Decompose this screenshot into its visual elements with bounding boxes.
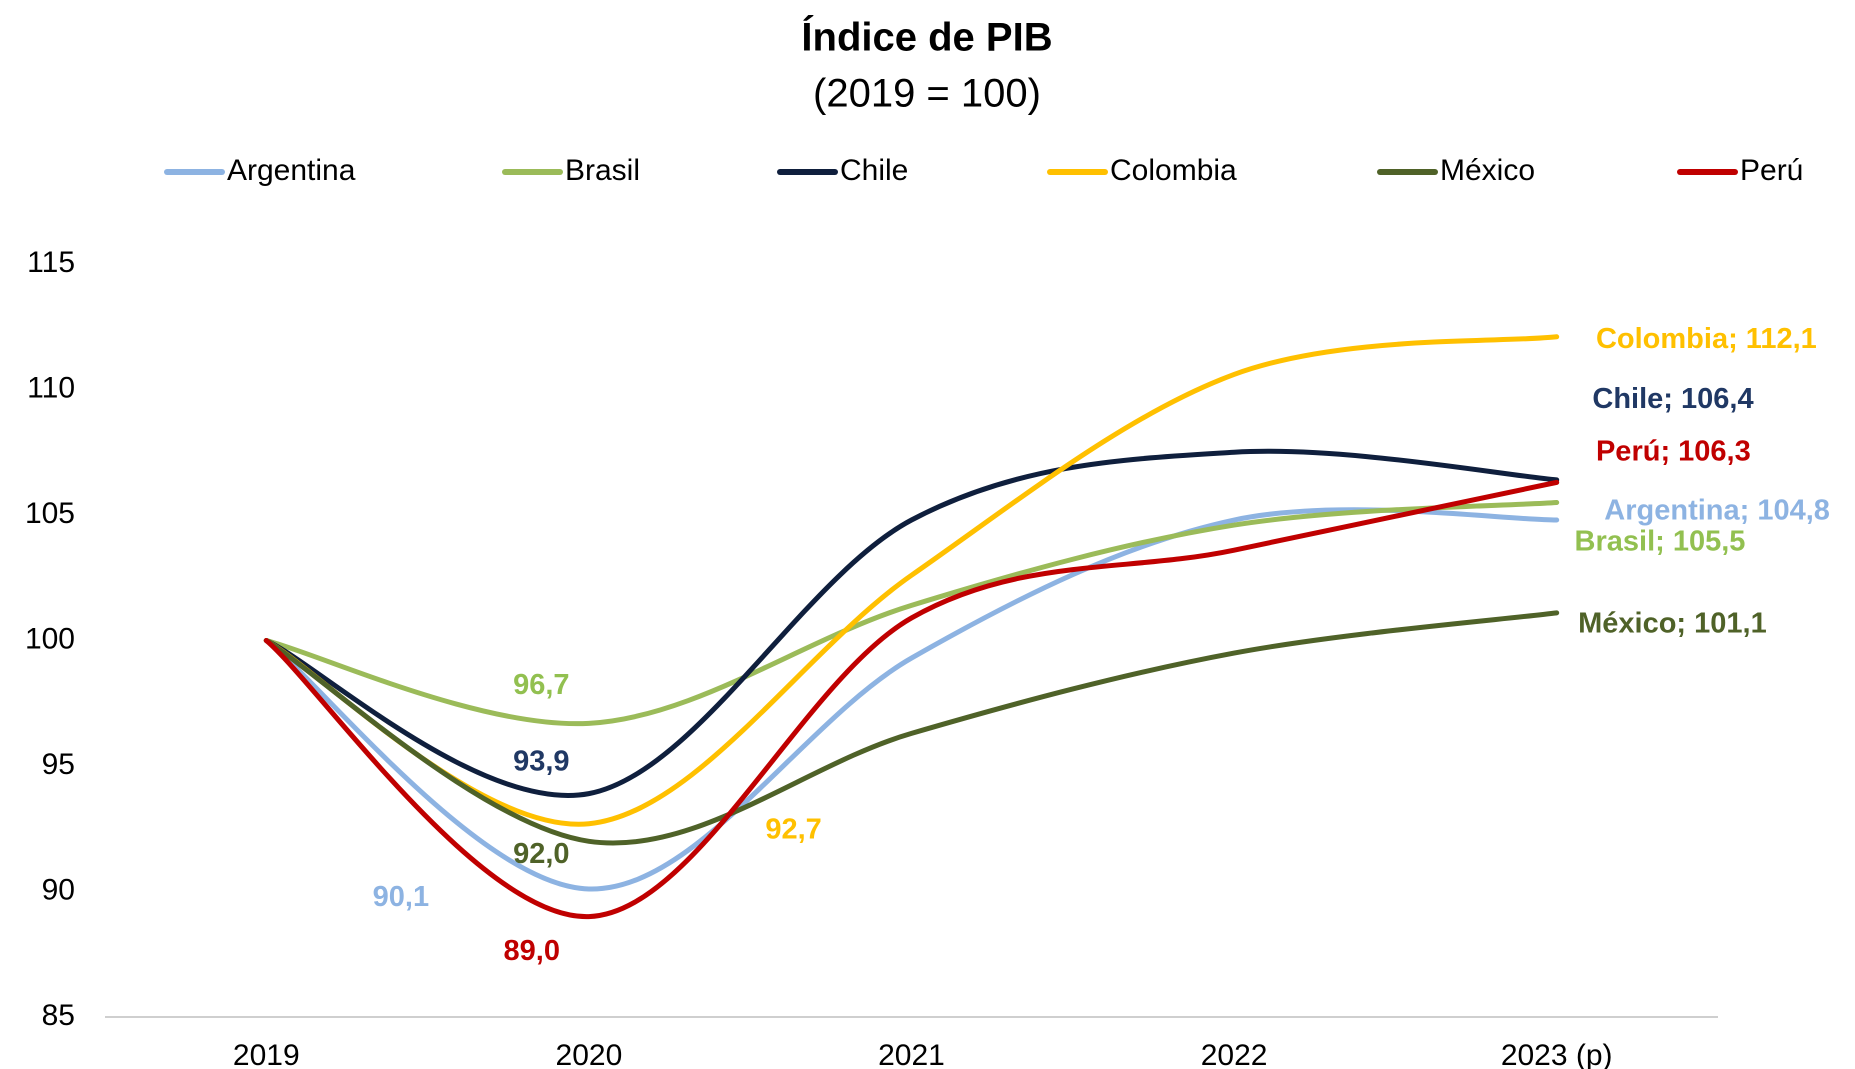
- legend-label: Brasil: [565, 154, 640, 187]
- legend-label: México: [1440, 154, 1535, 187]
- series-line: [263, 334, 1560, 827]
- y-tick-label: 110: [27, 371, 75, 404]
- y-tick-label: 85: [42, 999, 75, 1032]
- series-line: [263, 507, 1560, 892]
- x-tick-label: 2020: [556, 1039, 623, 1069]
- y-tick-label: 115: [27, 246, 75, 279]
- series-line: [263, 499, 1560, 727]
- legend-label: Perú: [1740, 154, 1803, 187]
- data-label: México; 101,1: [1578, 607, 1767, 639]
- legend-label: Colombia: [1110, 154, 1237, 187]
- series-line: [263, 479, 1560, 920]
- legend-label: Chile: [840, 154, 908, 187]
- chart-subtitle: (2019 = 100): [813, 72, 1041, 116]
- data-label: 92,0: [513, 838, 569, 870]
- y-tick-label: 90: [42, 873, 75, 906]
- data-label: 96,7: [513, 669, 569, 701]
- x-tick-label: 2023 (p): [1501, 1039, 1613, 1069]
- data-label: Brasil; 105,5: [1575, 526, 1746, 558]
- x-tick-label: 2019: [233, 1039, 300, 1069]
- series-line: [263, 610, 1560, 846]
- series-line: [263, 448, 1560, 798]
- data-label: Perú; 106,3: [1596, 435, 1751, 467]
- data-label: Argentina; 104,8: [1604, 494, 1830, 526]
- y-tick-label: 100: [25, 622, 75, 655]
- data-label: 92,7: [765, 814, 821, 846]
- chart-title: Índice de PIB: [801, 15, 1052, 60]
- data-label: Chile; 106,4: [1592, 383, 1753, 415]
- x-tick-label: 2022: [1201, 1039, 1268, 1069]
- data-label: 90,1: [373, 881, 429, 913]
- y-tick-label: 105: [25, 497, 75, 530]
- legend-label: Argentina: [227, 154, 356, 187]
- data-label: Colombia; 112,1: [1596, 323, 1817, 355]
- data-label: 93,9: [513, 745, 569, 777]
- x-tick-label: 2021: [878, 1039, 945, 1069]
- y-tick-label: 95: [42, 748, 75, 781]
- data-label: 89,0: [504, 935, 560, 967]
